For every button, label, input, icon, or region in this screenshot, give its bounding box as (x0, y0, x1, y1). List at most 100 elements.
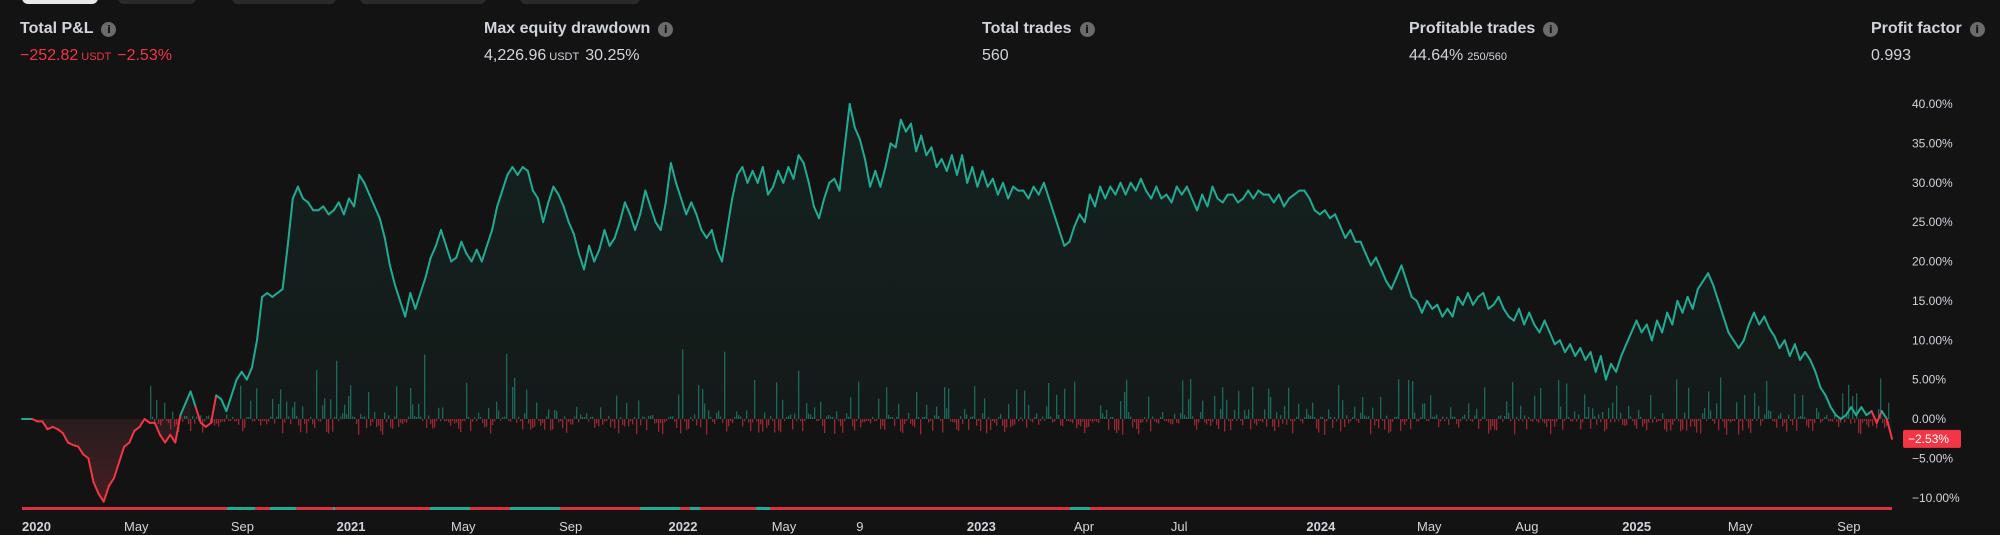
trade-bar (1342, 400, 1344, 419)
trade-bar (264, 419, 266, 422)
equity-line-segment (618, 201, 626, 224)
trade-bar (1304, 417, 1306, 419)
trade-bar (488, 407, 490, 419)
trade-bar (1190, 379, 1192, 419)
trade-bar (736, 411, 738, 419)
trade-bar (718, 410, 720, 419)
trade-bar (762, 419, 764, 432)
trade-bar (1736, 402, 1738, 419)
trade-bar (1554, 419, 1556, 427)
trade-bar (1510, 419, 1512, 422)
trade-bar (1396, 417, 1398, 419)
equity-line-segment (996, 181, 1004, 196)
trade-bar (1082, 419, 1084, 422)
equity-line-segment (1870, 410, 1878, 424)
trade-bar (1102, 413, 1104, 419)
trade-bar (346, 414, 348, 419)
trade-bar (1468, 403, 1470, 419)
trade-bar (494, 419, 496, 422)
trade-bar (1204, 419, 1206, 423)
trade-strip-segment (690, 507, 700, 510)
trade-bar (782, 399, 784, 419)
trade-bar (1618, 419, 1620, 422)
trade-bar (1534, 395, 1536, 419)
trade-bar (164, 402, 166, 419)
equity-line-segment (1548, 331, 1556, 346)
trade-bar (1742, 419, 1744, 431)
trade-bar (1200, 412, 1202, 419)
equity-line-segment (194, 406, 202, 424)
trade-bar (350, 385, 352, 419)
trade-bar (1340, 419, 1342, 432)
trade-bar (764, 412, 766, 419)
trade-bar (570, 419, 572, 425)
trade-bar (1480, 419, 1482, 421)
trade-bar (1322, 417, 1324, 419)
trade-bar (1144, 417, 1146, 419)
trade-bar (950, 419, 952, 422)
equity-line-segment (1666, 311, 1674, 326)
info-icon[interactable]: i (1543, 21, 1559, 37)
trade-bar (252, 419, 254, 422)
trade-bar (1786, 419, 1788, 432)
equity-line-segment (1804, 351, 1812, 361)
trade-bar (614, 419, 616, 429)
trade-bar (1034, 417, 1036, 419)
info-icon[interactable]: i (1079, 21, 1095, 37)
tab-performance[interactable] (118, 0, 196, 4)
info-icon[interactable]: i (101, 21, 117, 37)
trade-bar (1428, 419, 1430, 422)
tab-list-of-trades[interactable] (360, 0, 486, 4)
equity-line-segment (976, 169, 984, 188)
trade-bar (478, 412, 480, 419)
trade-bar (1824, 417, 1826, 419)
equity-line-segment (971, 166, 979, 188)
equity-line-segment (491, 205, 499, 231)
trade-bar (594, 419, 596, 428)
trade-bar (1156, 419, 1158, 423)
trade-bar (456, 419, 458, 423)
trade-bar (766, 419, 768, 428)
stat-total-pnl: Total P&L i −252.82 USDT −2.53% (20, 20, 172, 65)
equity-line-segment (480, 244, 488, 263)
equity-line-segment (1012, 185, 1020, 192)
trade-bar (1076, 419, 1078, 429)
trade-bar (1324, 419, 1326, 435)
tab-properties[interactable] (520, 0, 640, 4)
equity-line-segment (1737, 339, 1745, 350)
equity-line-segment (1466, 292, 1474, 306)
trade-bar (684, 419, 686, 422)
stat-profitable-trades: Profitable trades i 44.64% 250/560 (1409, 20, 1559, 65)
area-fill (22, 104, 1892, 502)
trade-bar (530, 419, 532, 430)
equity-line-segment (991, 177, 999, 196)
equity-line-segment (1415, 299, 1423, 314)
equity-line-segment (1528, 311, 1536, 326)
trade-bar (1472, 419, 1474, 422)
equity-line-segment (210, 394, 218, 424)
trade-bar (1224, 419, 1226, 432)
trade-bar (170, 419, 172, 430)
trade-bar (1640, 416, 1642, 419)
trade-bar (1880, 378, 1882, 419)
trade-bar (958, 419, 960, 432)
trade-bar (202, 419, 204, 433)
trade-bar (1208, 419, 1210, 421)
info-icon[interactable]: i (1969, 21, 1985, 37)
info-icon[interactable]: i (658, 21, 674, 37)
trade-bar (610, 419, 612, 428)
stat-percent: 30.25% (585, 47, 640, 64)
equity-line-segment (1007, 185, 1015, 200)
tab-trades-analysis[interactable] (232, 0, 336, 4)
trade-bar (678, 394, 680, 419)
equity-line-segment (302, 197, 310, 204)
trade-bar (1550, 419, 1552, 435)
trade-bar (1820, 419, 1822, 424)
equity-line-segment (726, 197, 734, 231)
trade-bar (846, 413, 848, 419)
trade-bar (1040, 419, 1042, 421)
trade-bar (1800, 416, 1802, 419)
trade-bar (1264, 409, 1266, 419)
tab-overview[interactable] (22, 0, 98, 4)
